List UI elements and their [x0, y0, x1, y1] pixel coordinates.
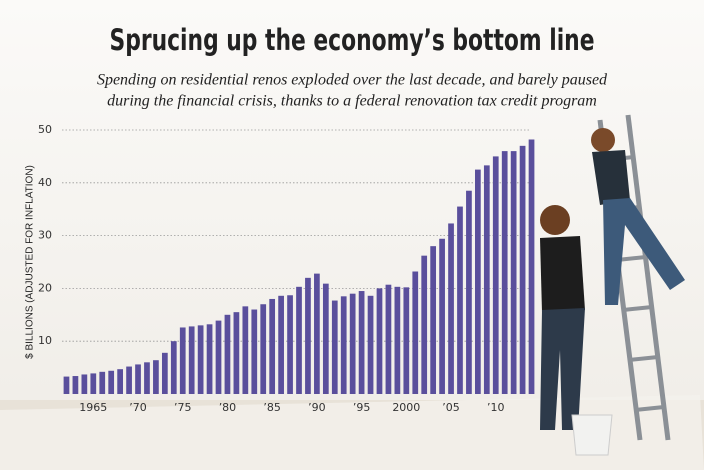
bar — [340, 296, 347, 394]
bar — [81, 374, 88, 394]
bar — [421, 255, 428, 394]
bar — [439, 238, 445, 394]
painters — [540, 128, 685, 456]
bar — [492, 156, 499, 394]
x-tick-label: 2000 — [392, 401, 420, 414]
bar — [385, 284, 392, 394]
y-tick-label: 20 — [38, 281, 52, 294]
bar — [99, 371, 106, 394]
x-tick-label: ’75 — [174, 401, 192, 414]
x-tick-label: 1965 — [79, 401, 107, 414]
bar — [269, 298, 276, 394]
bar — [322, 283, 329, 394]
bar — [448, 223, 454, 394]
y-tick-label: 30 — [38, 229, 52, 242]
x-tick-label: ’95 — [353, 401, 371, 414]
x-tick-label: ’10 — [487, 401, 505, 414]
x-tick-label: ’05 — [442, 401, 460, 414]
bar — [233, 312, 240, 394]
bar — [153, 360, 159, 394]
bar — [242, 306, 249, 394]
y-axis-label: $ BILLIONS (ADJUSTED FOR INFLATION) — [25, 165, 36, 359]
bar — [528, 139, 535, 394]
bar — [358, 291, 365, 394]
bar — [483, 165, 490, 394]
bar — [430, 246, 437, 394]
bar — [305, 277, 311, 394]
bar — [90, 373, 97, 394]
bar — [126, 366, 132, 394]
bar — [117, 369, 123, 394]
y-tick-label: 10 — [38, 334, 52, 347]
bar — [215, 320, 222, 394]
bar — [206, 324, 213, 394]
x-tick-label: ’70 — [129, 401, 147, 414]
bar — [135, 364, 141, 394]
bar — [394, 286, 401, 394]
bar — [287, 295, 293, 394]
bar — [376, 288, 383, 394]
x-tick-label: ’80 — [219, 401, 237, 414]
bar — [412, 271, 419, 394]
bar — [403, 287, 410, 394]
bar — [331, 300, 338, 394]
bar — [314, 273, 320, 394]
y-tick-label: 50 — [38, 123, 52, 136]
bar — [296, 286, 302, 394]
bar — [224, 314, 231, 394]
bar — [170, 341, 177, 394]
bar — [188, 326, 195, 394]
bar — [197, 325, 204, 394]
bar — [108, 370, 115, 394]
bar — [519, 145, 526, 394]
bar — [161, 352, 168, 394]
bar — [72, 376, 79, 394]
chart-subtitle: Spending on residential renos exploded o… — [97, 72, 608, 89]
chart-title: Sprucing up the economy’s bottom line — [110, 23, 595, 57]
chart-subtitle: during the financial crisis, thanks to a… — [107, 93, 597, 110]
bar — [278, 295, 284, 394]
bar — [260, 304, 267, 394]
bar — [63, 376, 70, 394]
drop-cloth — [0, 395, 704, 470]
y-tick-label: 40 — [38, 176, 52, 189]
x-tick-label: ’90 — [308, 401, 326, 414]
bar — [501, 151, 508, 394]
bar — [251, 309, 258, 394]
bar — [349, 293, 356, 394]
bar — [466, 190, 472, 394]
bar — [457, 206, 463, 394]
bar — [367, 295, 374, 394]
x-tick-label: ’85 — [263, 401, 281, 414]
bar — [475, 169, 481, 394]
bar — [510, 151, 517, 394]
bar — [144, 362, 150, 394]
bar — [179, 327, 186, 394]
